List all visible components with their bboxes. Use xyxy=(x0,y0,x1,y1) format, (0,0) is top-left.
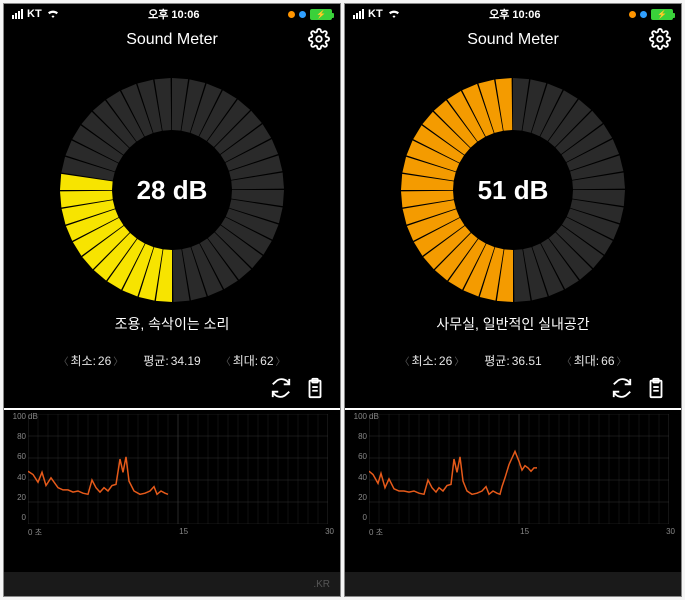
db-reading: 28 dB xyxy=(52,70,292,310)
app-title: Sound Meter xyxy=(126,31,218,49)
signal-icon xyxy=(12,9,23,19)
stat-min[interactable]: 〈최소: 26〉 xyxy=(399,352,464,369)
wifi-icon xyxy=(387,9,401,19)
sound-gauge: 51 dB xyxy=(393,70,633,310)
history-chart: 100806040200 dB 0 초 15 30 xyxy=(345,408,681,546)
status-time: 오후 10:06 xyxy=(148,6,199,22)
wifi-icon xyxy=(46,9,60,19)
carrier-label: KT xyxy=(368,8,383,20)
history-chart: 100806040200 dB 0 초 15 30 xyxy=(4,408,340,546)
app-title: Sound Meter xyxy=(467,31,559,49)
stat-max[interactable]: 〈최대: 66〉 xyxy=(562,352,627,369)
clipboard-button[interactable] xyxy=(304,377,326,404)
stats-row: 〈최소: 26〉 평균: 36.51 〈최대: 66〉 xyxy=(345,352,681,369)
settings-button[interactable] xyxy=(308,28,330,55)
carrier-label: KT xyxy=(27,8,42,20)
chart-y-axis: 100806040200 xyxy=(8,412,26,522)
phone-screen-right: KT 오후 10:06 ⚡ Sound Meter 51 dB 사무실, 일반적… xyxy=(344,3,682,597)
recording-dot-icon xyxy=(288,11,295,18)
location-dot-icon xyxy=(299,11,306,18)
signal-icon xyxy=(353,9,364,19)
clipboard-button[interactable] xyxy=(645,377,667,404)
chart-x-axis: 0 초 15 30 xyxy=(369,527,675,538)
app-header: Sound Meter xyxy=(345,24,681,56)
stat-avg: 평균: 36.51 xyxy=(484,352,541,369)
phone-screen-left: KT 오후 10:06 ⚡ Sound Meter 28 dB 조용, 속삭이는… xyxy=(3,3,341,597)
recording-dot-icon xyxy=(629,11,636,18)
refresh-button[interactable] xyxy=(270,377,292,404)
stat-max[interactable]: 〈최대: 62〉 xyxy=(221,352,286,369)
clipboard-icon xyxy=(304,377,326,399)
clipboard-icon xyxy=(645,377,667,399)
battery-icon: ⚡ xyxy=(651,9,673,20)
footer-label xyxy=(345,572,681,596)
gear-icon xyxy=(649,28,671,50)
stats-row: 〈최소: 26〉 평균: 34.19 〈최대: 62〉 xyxy=(4,352,340,369)
sound-description: 사무실, 일반적인 실내공간 xyxy=(345,314,681,334)
app-header: Sound Meter xyxy=(4,24,340,56)
stat-min[interactable]: 〈최소: 26〉 xyxy=(58,352,123,369)
db-reading: 51 dB xyxy=(393,70,633,310)
stat-avg: 평균: 34.19 xyxy=(143,352,200,369)
refresh-icon xyxy=(270,377,292,399)
settings-button[interactable] xyxy=(649,28,671,55)
refresh-button[interactable] xyxy=(611,377,633,404)
location-dot-icon xyxy=(640,11,647,18)
status-bar: KT 오후 10:06 ⚡ xyxy=(345,4,681,24)
chart-x-axis: 0 초 15 30 xyxy=(28,527,334,538)
battery-icon: ⚡ xyxy=(310,9,332,20)
sound-gauge: 28 dB xyxy=(52,70,292,310)
status-time: 오후 10:06 xyxy=(489,6,540,22)
status-bar: KT 오후 10:06 ⚡ xyxy=(4,4,340,24)
footer-label: .KR xyxy=(4,572,340,596)
gear-icon xyxy=(308,28,330,50)
refresh-icon xyxy=(611,377,633,399)
chart-y-axis: 100806040200 xyxy=(349,412,367,522)
sound-description: 조용, 속삭이는 소리 xyxy=(4,314,340,334)
